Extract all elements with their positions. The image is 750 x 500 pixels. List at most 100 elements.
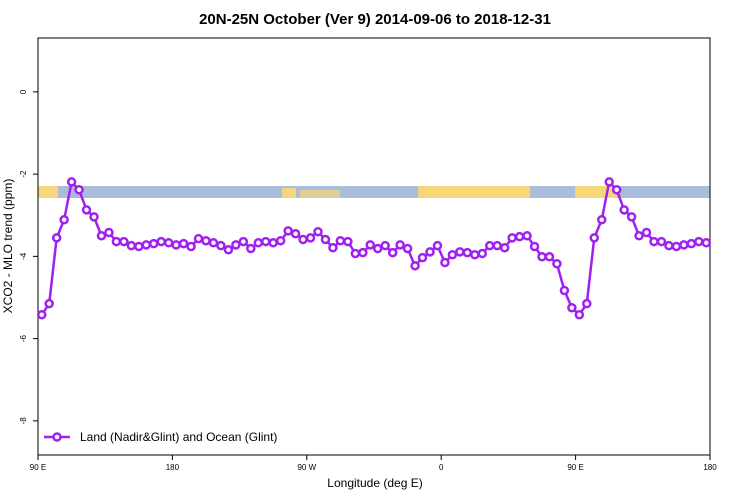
data-point xyxy=(201,235,211,246)
data-point xyxy=(656,236,667,247)
data-point xyxy=(253,238,264,248)
y-tick-label: -2 xyxy=(19,170,28,178)
data-point xyxy=(156,236,166,247)
data-point xyxy=(246,243,256,254)
data-point xyxy=(283,226,293,236)
data-point xyxy=(380,240,390,251)
data-point xyxy=(447,249,458,260)
data-point xyxy=(328,242,338,253)
data-point xyxy=(193,233,204,244)
x-tick-label: 180 xyxy=(166,463,180,472)
data-point xyxy=(529,241,540,252)
data-point xyxy=(470,249,480,260)
data-point xyxy=(134,241,144,252)
data-point xyxy=(649,236,659,247)
land-patch xyxy=(38,186,58,198)
data-point xyxy=(626,212,637,222)
data-point xyxy=(634,231,644,241)
data-point xyxy=(290,229,301,239)
data-point xyxy=(387,247,398,258)
data-point xyxy=(74,184,84,195)
data-point xyxy=(238,236,249,247)
land-patch xyxy=(282,188,296,198)
data-point xyxy=(410,261,420,271)
data-point xyxy=(679,240,689,250)
data-point xyxy=(126,240,137,251)
data-point xyxy=(694,236,704,247)
data-point xyxy=(499,242,510,253)
data-point xyxy=(298,234,308,245)
data-point xyxy=(51,233,62,243)
data-point xyxy=(372,243,383,254)
data-point xyxy=(574,310,585,320)
data-point xyxy=(641,227,652,238)
data-point xyxy=(186,241,196,252)
plot-frame xyxy=(37,37,711,456)
data-point xyxy=(484,240,495,251)
data-point xyxy=(522,231,532,241)
data-point xyxy=(358,247,368,258)
data-point xyxy=(589,233,600,243)
land-patch xyxy=(300,190,340,198)
legend-label: Land (Nadir&Glint) and Ocean (Glint) xyxy=(80,430,277,444)
data-point xyxy=(686,238,697,249)
data-point xyxy=(582,298,592,309)
data-point xyxy=(559,285,570,296)
y-tick-label: -6 xyxy=(19,335,28,343)
data-point xyxy=(171,240,181,250)
x-tick-label: 90 E xyxy=(567,463,583,472)
data-point xyxy=(544,252,555,262)
data-point xyxy=(417,252,428,263)
data-point xyxy=(455,247,465,257)
y-tick-label: 0 xyxy=(19,89,28,94)
data-point xyxy=(216,240,226,251)
data-point xyxy=(148,238,159,249)
data-point xyxy=(596,215,607,225)
data-point xyxy=(664,240,674,251)
x-tick-label: 90 W xyxy=(297,463,316,472)
data-point xyxy=(350,248,361,259)
data-point xyxy=(36,310,47,320)
data-point xyxy=(305,233,316,243)
data-point xyxy=(567,303,577,313)
data-point xyxy=(462,247,473,258)
data-point xyxy=(96,231,107,241)
data-point xyxy=(552,259,562,269)
data-point xyxy=(604,177,614,187)
data-point xyxy=(178,238,189,249)
x-axis-label: Longitude (deg E) xyxy=(327,476,422,490)
data-point xyxy=(111,236,122,247)
data-point xyxy=(440,257,450,268)
data-point xyxy=(402,243,413,254)
data-point xyxy=(313,226,323,237)
data-point xyxy=(320,234,331,245)
data-point xyxy=(268,238,278,248)
data-point xyxy=(260,236,271,247)
data-point xyxy=(66,177,77,187)
x-tick-label: 180 xyxy=(703,463,717,472)
data-point xyxy=(89,212,99,222)
land-patch xyxy=(418,186,530,198)
ocean-strip xyxy=(38,186,710,198)
map-strip xyxy=(38,186,710,198)
y-tick-label: -4 xyxy=(19,252,28,260)
x-tick-label: 90 E xyxy=(30,463,46,472)
data-point xyxy=(477,248,488,259)
legend-marker xyxy=(52,432,62,442)
data-point xyxy=(44,298,54,309)
data-point xyxy=(395,240,405,250)
land-patch xyxy=(575,186,617,198)
data-point xyxy=(537,252,547,262)
data-point xyxy=(119,236,129,247)
data-point xyxy=(432,240,443,251)
y-tick-label: -8 xyxy=(19,417,28,425)
data-point xyxy=(208,238,219,248)
data-point xyxy=(701,238,712,248)
y-axis-label: XCO2 - MLO trend (ppm) xyxy=(1,179,15,314)
data-point xyxy=(231,240,241,250)
data-point xyxy=(671,241,682,252)
data-point xyxy=(492,240,502,251)
data-point xyxy=(619,205,629,215)
data-point xyxy=(59,215,69,225)
